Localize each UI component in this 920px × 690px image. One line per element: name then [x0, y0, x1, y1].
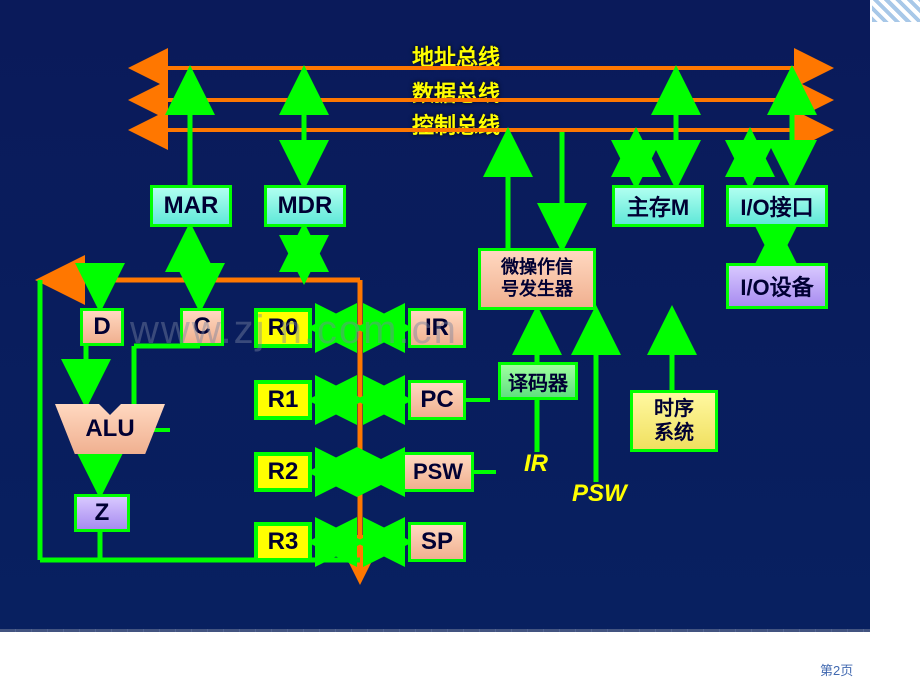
page-number: 第2页: [820, 660, 853, 679]
node-microop: 微操作信号发生器: [478, 248, 596, 310]
alu-label: ALU: [85, 415, 134, 443]
right-margin: [870, 0, 920, 632]
node-decoder: 译码器: [498, 362, 578, 400]
node-ir: IR: [408, 308, 466, 348]
node-mar: MAR: [150, 185, 232, 227]
node-r1: R1: [254, 380, 312, 420]
node-ioport: I/O接口: [726, 185, 828, 227]
node-r0: R0: [254, 308, 312, 348]
node-sp: SP: [408, 522, 466, 562]
node-r3: R3: [254, 522, 312, 562]
node-mainmem: 主存M: [612, 185, 704, 227]
node-pc: PC: [408, 380, 466, 420]
node-iodev: I/O设备: [726, 263, 828, 309]
nodes-layer: MAR MDR 主存M I/O接口 I/O设备 微操作信号发生器译码器时序系统 D C Z R0 R…: [0, 0, 870, 632]
node-d: D: [80, 308, 124, 346]
node-mdr: MDR: [264, 185, 346, 227]
psw-signal-label: PSW: [572, 480, 627, 508]
page: 地址总线 数据总线 控制总线 MARMDR主存MI/O接口I/O设备微操作信号发…: [0, 0, 920, 690]
diagram-canvas: 地址总线 数据总线 控制总线 MARMDR主存MI/O接口I/O设备微操作信号发…: [0, 0, 870, 632]
node-z: Z: [74, 494, 130, 532]
node-timing: 时序系统: [630, 390, 718, 452]
bottom-margin: [0, 632, 920, 690]
ir-signal-label: IR: [524, 450, 548, 478]
node-r2: R2: [254, 452, 312, 492]
node-psw: PSW: [402, 452, 474, 492]
corner-pattern: [872, 0, 920, 22]
node-c: C: [180, 308, 224, 346]
